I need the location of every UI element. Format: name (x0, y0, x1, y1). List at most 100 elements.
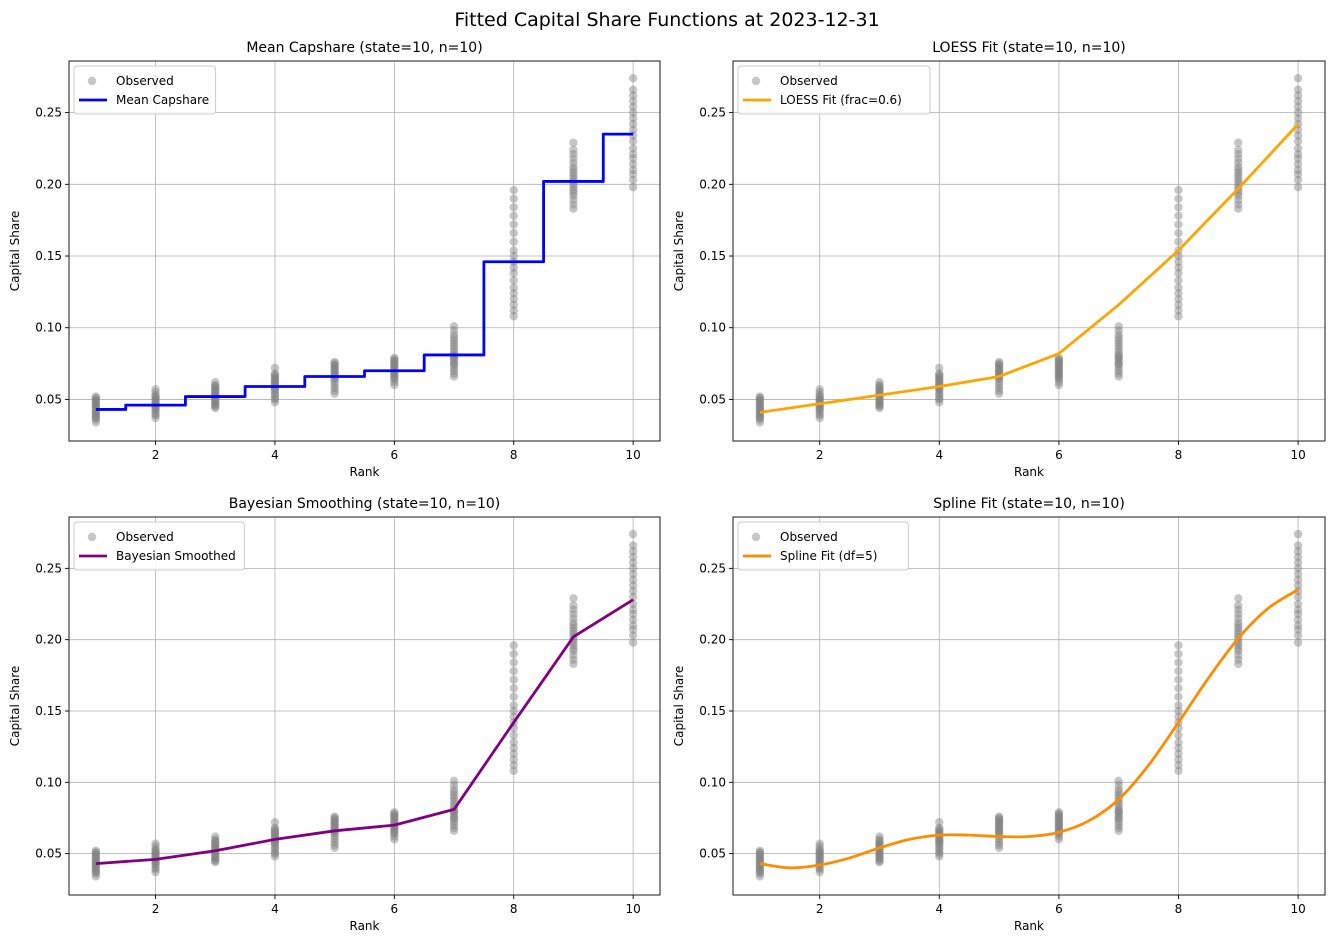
observed-point (1293, 599, 1303, 609)
series-line (759, 123, 1300, 414)
observed-point (628, 615, 638, 624)
observed-point (151, 385, 160, 394)
observed-point (935, 372, 944, 381)
observed-point (449, 788, 459, 797)
observed-point (1174, 649, 1183, 659)
observed-point (1054, 818, 1064, 827)
observed-point (449, 815, 459, 824)
observed-point (91, 869, 101, 878)
series-line (759, 588, 1299, 870)
observed-point (91, 865, 101, 874)
observed-point (628, 85, 638, 94)
x-axis-label: Rank (1014, 465, 1044, 479)
observed-point (270, 363, 280, 373)
observed-point (815, 842, 824, 851)
observed-point (509, 283, 518, 292)
observed-point (815, 409, 824, 418)
observed-point (815, 850, 824, 860)
observed-point (815, 393, 824, 403)
observed-point (628, 609, 638, 619)
observed-point (815, 413, 824, 423)
observed-point (151, 848, 160, 857)
observed-point (1174, 706, 1183, 716)
observed-point (449, 322, 459, 331)
observed-point (569, 655, 578, 664)
observed-point (994, 386, 1004, 396)
observed-point (270, 823, 280, 833)
observed-point (994, 815, 1004, 824)
observed-point (628, 125, 638, 135)
observed-point (569, 158, 578, 168)
observed-point (91, 852, 101, 861)
observed-point (1114, 350, 1123, 360)
observed-point (91, 399, 101, 408)
observed-point (935, 370, 944, 380)
observed-point (1293, 564, 1303, 573)
observed-point (330, 815, 339, 824)
observed-point (509, 649, 518, 659)
observed-point (1174, 185, 1183, 195)
y-tick-label: 0.15 (35, 249, 62, 263)
observed-point (875, 383, 884, 393)
observed-point (390, 812, 399, 821)
observed-point (875, 835, 884, 844)
observed-point (449, 366, 459, 375)
y-axis-label: Capital Share (672, 211, 686, 292)
observed-point (330, 818, 339, 827)
observed-point (509, 251, 518, 261)
legend-series-label: Mean Capshare (116, 93, 209, 107)
observed-point (1234, 659, 1243, 669)
observed-point (1293, 592, 1303, 602)
observed-point (935, 826, 944, 836)
observed-point (151, 413, 160, 423)
observed-point (1174, 289, 1183, 298)
observed-point (875, 398, 884, 407)
y-tick-label: 0.25 (699, 561, 726, 575)
observed-point (755, 863, 765, 873)
observed-point (815, 849, 824, 858)
observed-point (994, 362, 1004, 371)
observed-point (390, 828, 399, 837)
observed-point (1234, 621, 1243, 630)
observed-point (1054, 355, 1064, 364)
observed-point (1293, 74, 1303, 83)
observed-point (1114, 357, 1123, 367)
axes-frame (68, 516, 661, 896)
observed-point (1174, 228, 1183, 238)
observed-point (628, 529, 638, 539)
observed-point (935, 849, 944, 858)
observed-point (330, 820, 339, 830)
axes-frame (732, 516, 1326, 896)
series-line (95, 598, 634, 866)
observed-point (935, 836, 944, 845)
observed-point (815, 855, 824, 864)
observed-point (449, 818, 459, 827)
observed-point (1114, 809, 1123, 818)
observed-point (569, 191, 578, 200)
observed-point (1054, 366, 1064, 375)
observed-point (270, 398, 280, 407)
observed-point (1114, 802, 1123, 811)
observed-point (569, 165, 578, 175)
observed-point (628, 182, 638, 192)
observed-point (211, 852, 220, 861)
observed-point (1234, 150, 1243, 159)
observed-point (509, 194, 518, 203)
observed-point (815, 867, 824, 877)
observed-point (1054, 369, 1064, 378)
observed-point (815, 845, 824, 854)
observed-point (270, 845, 280, 854)
observed-point (628, 581, 638, 590)
observed-point (270, 826, 280, 836)
observed-point (628, 547, 638, 556)
observed-point (1234, 145, 1243, 155)
observed-point (151, 839, 160, 848)
observed-point (211, 835, 220, 844)
observed-point (1293, 605, 1303, 614)
observed-point (390, 359, 399, 368)
observed-point (91, 850, 101, 860)
legend-observed-marker (87, 76, 97, 86)
observed-point (1174, 203, 1183, 212)
observed-point (151, 393, 160, 403)
observed-point (628, 165, 638, 175)
